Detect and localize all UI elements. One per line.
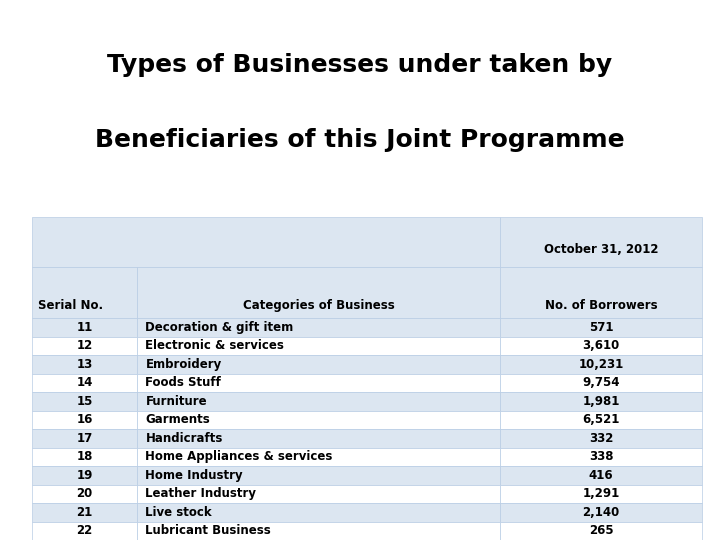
Text: 11: 11: [76, 321, 93, 334]
Text: 19: 19: [76, 469, 93, 482]
Text: 15: 15: [76, 395, 93, 408]
Bar: [500, 503, 702, 522]
Text: 338: 338: [589, 450, 613, 463]
Text: 6,521: 6,521: [582, 413, 620, 426]
Text: 9,754: 9,754: [582, 376, 620, 389]
Bar: [500, 410, 702, 429]
Text: 21: 21: [76, 506, 93, 519]
Bar: [500, 392, 702, 410]
Text: 571: 571: [589, 321, 613, 334]
Text: Leather Industry: Leather Industry: [145, 487, 256, 500]
Text: 3,610: 3,610: [582, 339, 620, 352]
Text: Beneficiaries of this Joint Programme: Beneficiaries of this Joint Programme: [95, 129, 625, 152]
Text: 332: 332: [589, 432, 613, 445]
Text: Home Appliances & services: Home Appliances & services: [145, 450, 333, 463]
Bar: [500, 374, 702, 392]
Text: Lubricant Business: Lubricant Business: [145, 524, 271, 537]
Bar: [500, 522, 702, 540]
Bar: [500, 355, 702, 374]
Bar: [32, 503, 137, 522]
Bar: [32, 217, 500, 267]
Bar: [32, 267, 137, 318]
Bar: [137, 410, 500, 429]
Bar: [137, 466, 500, 484]
Bar: [32, 448, 137, 466]
Bar: [32, 410, 137, 429]
Bar: [32, 522, 137, 540]
Bar: [137, 448, 500, 466]
Text: 18: 18: [76, 450, 93, 463]
Text: Decoration & gift item: Decoration & gift item: [145, 321, 294, 334]
Bar: [500, 336, 702, 355]
Text: Types of Businesses under taken by: Types of Businesses under taken by: [107, 53, 613, 77]
Bar: [500, 448, 702, 466]
Bar: [137, 336, 500, 355]
Bar: [32, 318, 137, 336]
Bar: [500, 466, 702, 484]
Bar: [137, 374, 500, 392]
Text: 416: 416: [589, 469, 613, 482]
Text: 17: 17: [76, 432, 93, 445]
Bar: [32, 336, 137, 355]
Bar: [137, 267, 500, 318]
Text: 2,140: 2,140: [582, 506, 620, 519]
Text: October 31, 2012: October 31, 2012: [544, 243, 659, 256]
Bar: [137, 503, 500, 522]
Bar: [500, 429, 702, 448]
Bar: [137, 392, 500, 410]
Text: Home Industry: Home Industry: [145, 469, 243, 482]
Bar: [32, 429, 137, 448]
Bar: [137, 484, 500, 503]
Text: 22: 22: [76, 524, 93, 537]
Text: Handicrafts: Handicrafts: [145, 432, 222, 445]
Text: Garments: Garments: [145, 413, 210, 426]
Bar: [32, 355, 137, 374]
Text: Furniture: Furniture: [145, 395, 207, 408]
Text: No. of Borrowers: No. of Borrowers: [545, 299, 657, 312]
Bar: [137, 355, 500, 374]
Bar: [137, 522, 500, 540]
Bar: [500, 318, 702, 336]
Text: 14: 14: [76, 376, 93, 389]
Text: Foods Stuff: Foods Stuff: [145, 376, 221, 389]
Text: 265: 265: [589, 524, 613, 537]
Text: 20: 20: [76, 487, 93, 500]
Bar: [32, 484, 137, 503]
Text: Categories of Business: Categories of Business: [243, 299, 395, 312]
Bar: [32, 374, 137, 392]
Text: Live stock: Live stock: [145, 506, 212, 519]
Bar: [500, 267, 702, 318]
Bar: [137, 318, 500, 336]
Text: 10,231: 10,231: [579, 358, 624, 371]
Text: 1,981: 1,981: [582, 395, 620, 408]
Text: 16: 16: [76, 413, 93, 426]
Bar: [137, 429, 500, 448]
Bar: [32, 392, 137, 410]
Bar: [500, 484, 702, 503]
Text: Serial No.: Serial No.: [38, 299, 103, 312]
Text: Embroidery: Embroidery: [145, 358, 222, 371]
Bar: [500, 217, 702, 267]
Text: 1,291: 1,291: [582, 487, 620, 500]
Bar: [32, 466, 137, 484]
Text: Electronic & services: Electronic & services: [145, 339, 284, 352]
Text: 12: 12: [76, 339, 93, 352]
Text: 13: 13: [76, 358, 93, 371]
